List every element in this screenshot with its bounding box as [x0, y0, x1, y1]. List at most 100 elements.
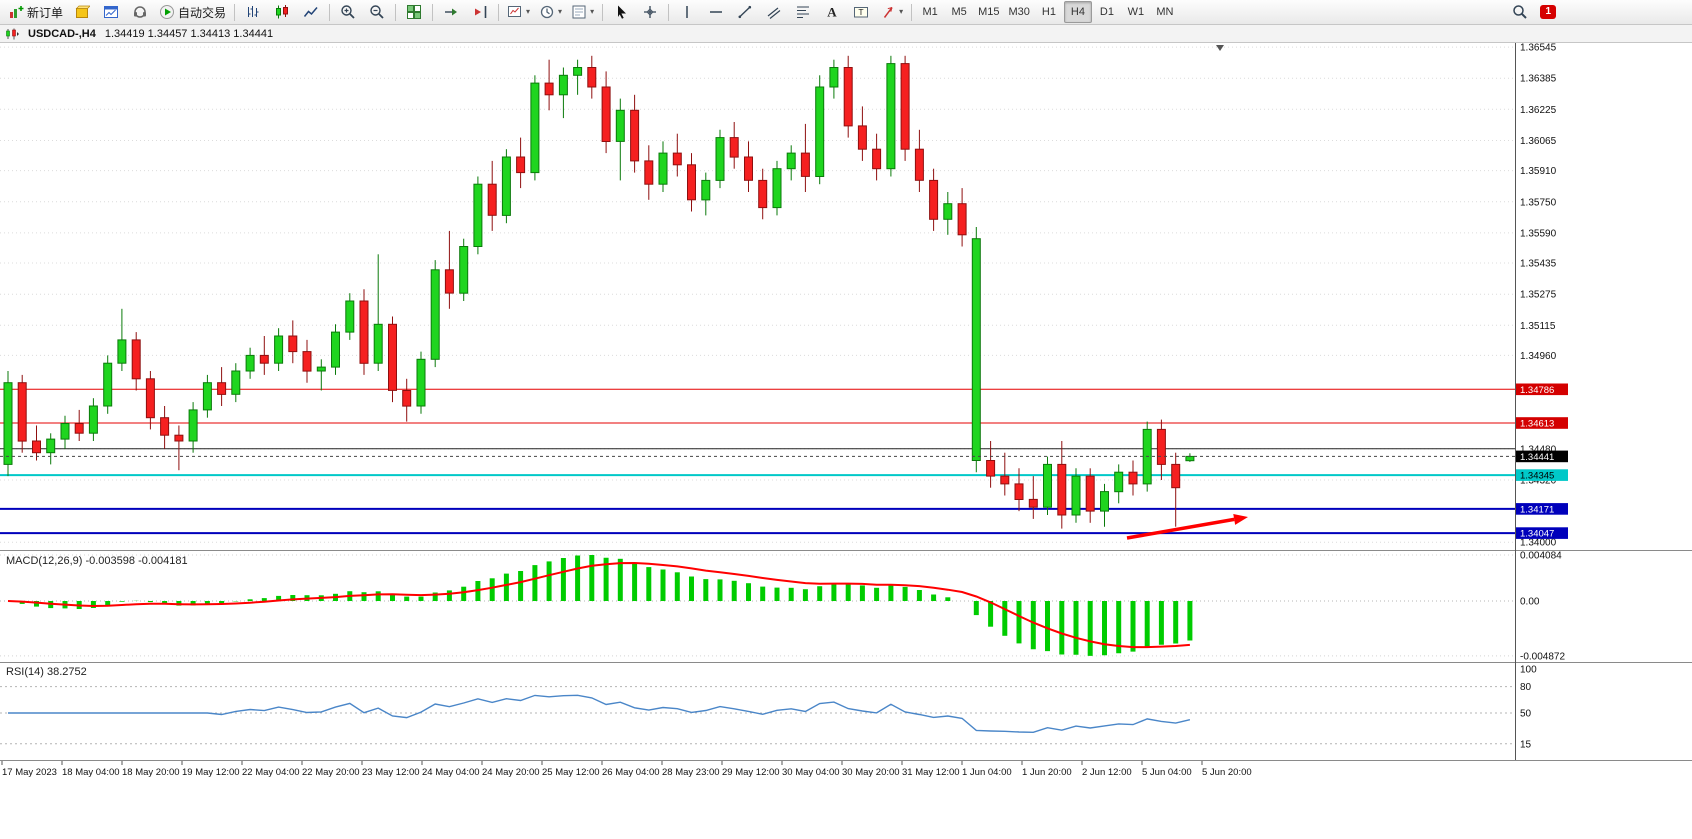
timeframe-m1-button[interactable]: M1	[916, 1, 944, 23]
chart-shift-marker-icon	[1216, 45, 1224, 51]
chart-plus-icon	[8, 4, 24, 20]
candle	[1028, 498, 1038, 508]
cursor-button[interactable]	[607, 1, 635, 23]
time-tick-label: 23 May 12:00	[362, 767, 420, 778]
fibonacci-button[interactable]	[789, 1, 817, 23]
candlestick-chart-button[interactable]	[268, 1, 296, 23]
timeframe-w1-button[interactable]: W1	[1122, 1, 1150, 23]
candles-layer	[3, 55, 1195, 529]
time-tick-label: 24 May 04:00	[422, 767, 480, 778]
autotrading-button[interactable]: 自动交易	[155, 1, 230, 23]
indicators-button[interactable]: ▾	[503, 1, 534, 23]
new-order-button[interactable]: 新订单	[4, 1, 67, 23]
templates-button[interactable]: ▾	[567, 1, 598, 23]
timeframe-m15-button-label: M15	[978, 6, 1000, 18]
price-tick-label: 1.35910	[1520, 166, 1557, 177]
cube-icon	[74, 4, 91, 20]
candle	[1000, 475, 1010, 485]
tile-windows-button[interactable]	[400, 1, 428, 23]
price-badge	[1516, 383, 1568, 396]
svg-text:T: T	[858, 7, 863, 17]
candle	[558, 74, 568, 96]
horizontal-line-button[interactable]	[702, 1, 730, 23]
timeframe-m15-button[interactable]: M15	[974, 1, 1003, 23]
time-axis[interactable]: 17 May 2023 18 May 04:00 18 May 20:00 19 Ma…	[1, 761, 1252, 778]
time-tick-label: 26 May 04:00	[602, 767, 660, 778]
zoom-in-button[interactable]	[334, 1, 362, 23]
macd-label: MACD(12,26,9) -0.003598 -0.004181	[6, 555, 188, 567]
candle	[829, 67, 839, 88]
trendline-button[interactable]	[731, 1, 759, 23]
text-label-button[interactable]: T	[847, 1, 875, 23]
candle	[530, 82, 540, 174]
panel-separators[interactable]	[0, 550, 1692, 761]
notification-badge[interactable]: 1	[1540, 5, 1556, 19]
chart-canvas[interactable]: 1.36545 1.36385 1.36225 1.36065 1.35910 1.357…	[0, 43, 1692, 779]
candle	[331, 331, 340, 368]
candle	[274, 335, 284, 364]
candle	[914, 148, 924, 181]
window-filler	[0, 779, 1692, 839]
auto-scroll-button[interactable]	[437, 1, 465, 23]
timeframe-h4-button[interactable]: H4	[1063, 1, 1092, 23]
text-button[interactable]: A	[818, 1, 846, 23]
tile-icon	[406, 4, 422, 20]
search-button[interactable]	[1506, 1, 1534, 23]
dropdown-caret-icon: ▾	[558, 7, 563, 16]
dropdown-caret-icon: ▾	[526, 7, 531, 16]
price-badge	[1516, 417, 1568, 429]
timeframe-d1-button[interactable]: D1	[1093, 1, 1121, 23]
candle	[345, 300, 355, 333]
zoom-out-button[interactable]	[363, 1, 391, 23]
crosshair-button[interactable]	[636, 1, 664, 23]
vline-icon	[679, 4, 695, 20]
rsi-axis-label: 15	[1520, 739, 1532, 750]
candle	[430, 269, 440, 360]
vertical-line-button[interactable]	[673, 1, 701, 23]
candle	[601, 86, 611, 142]
text-icon: A	[824, 4, 840, 20]
indicator-axis[interactable]: 0.004084 0.00 -0.004872 100 80 50 15	[1520, 551, 1565, 751]
price-badge-label: 1.34786	[1520, 385, 1554, 396]
timeframe-mn-button[interactable]: MN	[1151, 1, 1179, 23]
time-tick-label: 30 May 04:00	[782, 767, 840, 778]
candle	[174, 434, 184, 442]
price-axis[interactable]: 1.36545 1.36385 1.36225 1.36065 1.35910 1.357…	[1516, 43, 1568, 549]
arrows-button[interactable]: ▾	[876, 1, 907, 23]
timeframe-m30-button[interactable]: M30	[1005, 1, 1034, 23]
trend-arrow[interactable]	[1126, 513, 1248, 540]
price-tick-label: 1.36545	[1520, 43, 1557, 54]
candle	[587, 67, 597, 88]
community-button[interactable]	[126, 1, 154, 23]
candle	[843, 67, 853, 127]
search-icon	[1512, 4, 1528, 20]
price-badge-label: 1.34047	[1520, 529, 1554, 540]
candle	[872, 148, 882, 170]
candle	[815, 86, 825, 177]
candle	[103, 362, 113, 407]
candles-icon	[274, 4, 290, 20]
price-badge	[1516, 503, 1568, 515]
price-badge-label: 1.34613	[1520, 419, 1554, 430]
bid-price-badge-label: 1.34441	[1520, 452, 1554, 463]
rsi-axis-label: 50	[1520, 709, 1532, 720]
toolbar-separator	[602, 3, 604, 21]
time-tick-label: 18 May 04:00	[62, 767, 120, 778]
chart-shift-button[interactable]	[466, 1, 494, 23]
metaeditor-button[interactable]	[68, 1, 96, 23]
timeframe-h1-button[interactable]: H1	[1035, 1, 1063, 23]
timeframe-m5-button[interactable]: M5	[945, 1, 973, 23]
bar-chart-button[interactable]	[239, 1, 267, 23]
timeframe-mn-button-label: MN	[1156, 6, 1174, 18]
periods-button[interactable]: ▾	[535, 1, 566, 23]
candle	[17, 382, 27, 442]
price-tick-label: 1.36225	[1520, 105, 1557, 116]
chart-window-button[interactable]	[97, 1, 125, 23]
price-tick-label: 1.34480	[1520, 444, 1557, 455]
toolbar-separator	[395, 3, 397, 21]
candle	[117, 339, 127, 364]
candle	[744, 156, 753, 181]
channel-button[interactable]	[760, 1, 788, 23]
time-tick-label: 1 Jun 20:00	[1022, 767, 1072, 778]
line-chart-button[interactable]	[297, 1, 325, 23]
